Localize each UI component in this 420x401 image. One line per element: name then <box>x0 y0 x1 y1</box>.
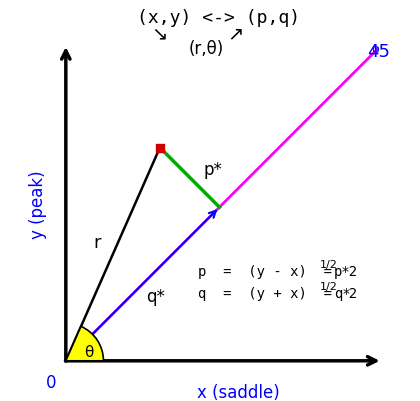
Text: θ: θ <box>84 344 93 359</box>
Text: (r,θ): (r,θ) <box>188 40 223 58</box>
Text: p  =  (y - x)  =  2: p = (y - x) = 2 <box>197 265 357 279</box>
Text: 1/2: 1/2 <box>320 259 338 269</box>
Text: q*: q* <box>146 288 165 306</box>
Text: q*: q* <box>334 287 351 301</box>
Text: y (peak): y (peak) <box>29 170 47 239</box>
Text: p*: p* <box>334 265 351 279</box>
Text: 45: 45 <box>367 43 390 61</box>
Point <box>157 145 163 152</box>
Text: p*: p* <box>204 161 223 179</box>
Text: 1/2: 1/2 <box>320 281 338 291</box>
Text: q  =  (y + x)  =  2: q = (y + x) = 2 <box>197 287 357 301</box>
Text: (x,y) <-> (p,q): (x,y) <-> (p,q) <box>137 9 300 27</box>
Text: o: o <box>372 43 379 56</box>
Text: ↗: ↗ <box>227 24 243 44</box>
Text: x (saddle): x (saddle) <box>197 383 280 401</box>
Text: r: r <box>93 233 101 251</box>
Wedge shape <box>66 326 103 361</box>
Text: 0: 0 <box>46 373 56 391</box>
Text: ↘: ↘ <box>152 24 168 44</box>
